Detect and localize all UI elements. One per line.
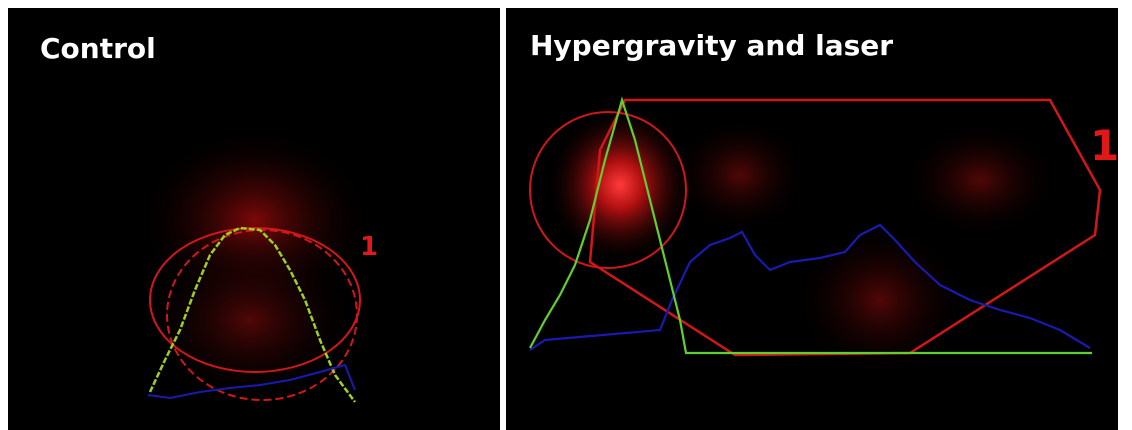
figure: Control 1 Hypergravity and laser 1: [0, 0, 1132, 430]
fluorescence: [670, 115, 810, 235]
page: Control 1 Hypergravity and laser 1 (() =…: [0, 0, 1132, 430]
roi-label: 1: [360, 232, 378, 262]
fluorescence: [900, 120, 1060, 240]
fluorescence: [790, 220, 970, 380]
roi-label: 1: [1090, 121, 1119, 170]
panel-title: Control: [40, 32, 156, 65]
fluorescence: [140, 235, 360, 405]
hypergravity-panel: Hypergravity and laser 1: [506, 8, 1119, 430]
panel-title: Hypergravity and laser: [530, 29, 893, 62]
control-panel: Control 1: [8, 8, 500, 430]
